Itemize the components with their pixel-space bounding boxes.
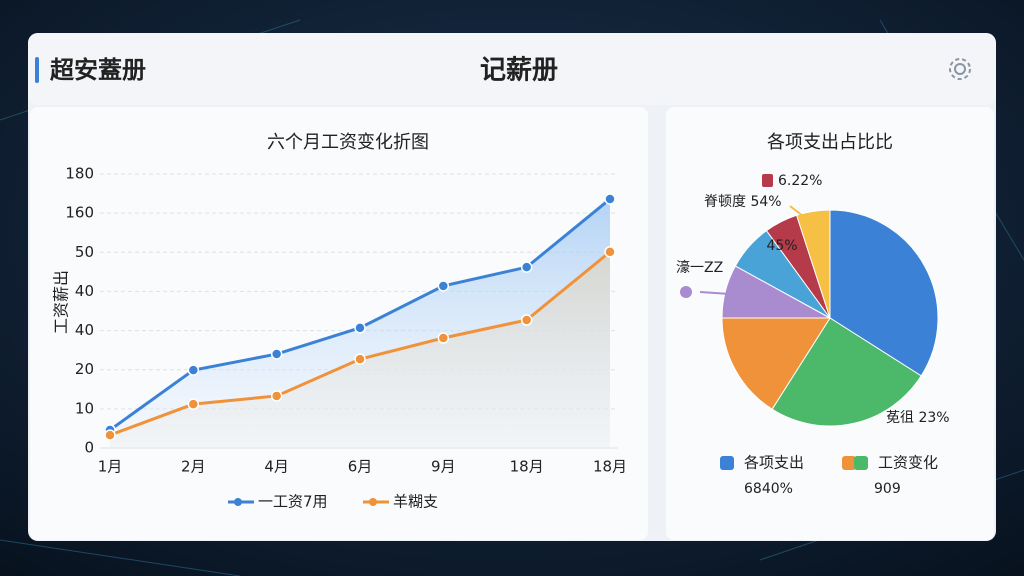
x-tick-label: 1月 xyxy=(98,458,123,476)
pie-slice xyxy=(829,209,939,377)
y-tick-label: 180 xyxy=(65,165,94,183)
y-tick-label: 40 xyxy=(75,282,94,300)
data-point xyxy=(437,280,450,292)
data-point xyxy=(604,193,616,205)
data-point xyxy=(104,429,116,441)
legend-label: 各项支出 xyxy=(744,454,804,472)
legend-sub: 909 xyxy=(874,481,901,497)
pie-annotation: 濠一ZZ xyxy=(676,259,723,276)
x-tick-label: 4月 xyxy=(264,458,289,476)
annotation-leader xyxy=(699,291,731,295)
x-tick-label: 18月 xyxy=(510,458,544,476)
series-area xyxy=(110,251,610,448)
annotation-leader xyxy=(789,205,809,221)
legend-swatch xyxy=(854,456,868,470)
data-point xyxy=(187,364,200,376)
y-axis-label: 工资薪出 xyxy=(52,270,71,334)
pie-slice xyxy=(721,317,831,410)
legend-sub: 6840% xyxy=(744,481,793,497)
legend-dot xyxy=(369,498,377,506)
y-tick-label: 40 xyxy=(75,321,94,339)
legend-label: 工资变化 xyxy=(878,454,938,472)
y-tick-label: 160 xyxy=(65,204,94,222)
y-tick-label: 0 xyxy=(84,439,94,457)
pie-annotation: 莬徂 23% xyxy=(886,410,950,426)
data-point xyxy=(270,390,283,402)
pie-title: 各项支出占比比 xyxy=(767,132,893,153)
data-point xyxy=(437,332,450,344)
settings-button[interactable] xyxy=(949,58,971,80)
y-tick-label: 50 xyxy=(75,243,94,261)
pie-annotation: 45% xyxy=(766,238,797,254)
x-tick-label: 2月 xyxy=(181,458,206,476)
pie-slice xyxy=(795,209,831,319)
x-tick-label: 18月 xyxy=(593,458,627,476)
title-accent xyxy=(35,57,39,83)
data-point xyxy=(187,398,200,410)
data-point xyxy=(520,314,533,326)
annotation-marker xyxy=(680,286,692,298)
legend-swatch xyxy=(842,456,856,470)
legend-label: 一工资7用 xyxy=(258,493,328,511)
pie-annotation: 脊顿度 54% xyxy=(704,194,782,210)
annotation-marker xyxy=(762,174,773,187)
page-title: 记薪册 xyxy=(480,56,558,86)
x-tick-label: 6月 xyxy=(348,458,373,476)
header-bar xyxy=(28,33,996,105)
data-point xyxy=(604,246,616,258)
y-tick-label: 10 xyxy=(75,399,94,417)
data-point xyxy=(354,322,366,334)
pie-slice xyxy=(771,317,922,427)
data-point xyxy=(270,348,283,360)
line-title: 六个月工资变化折图 xyxy=(267,132,429,153)
data-point xyxy=(354,353,366,365)
x-tick-label: 9月 xyxy=(431,458,456,476)
legend-label: 羊糊支 xyxy=(393,493,438,511)
y-tick-label: 20 xyxy=(75,360,94,378)
pie-annotation: 6.22% xyxy=(778,173,822,189)
data-point xyxy=(520,261,533,273)
legend-swatch xyxy=(720,456,734,470)
app-name: 超安蓋册 xyxy=(50,56,146,84)
legend-dot xyxy=(234,498,242,506)
